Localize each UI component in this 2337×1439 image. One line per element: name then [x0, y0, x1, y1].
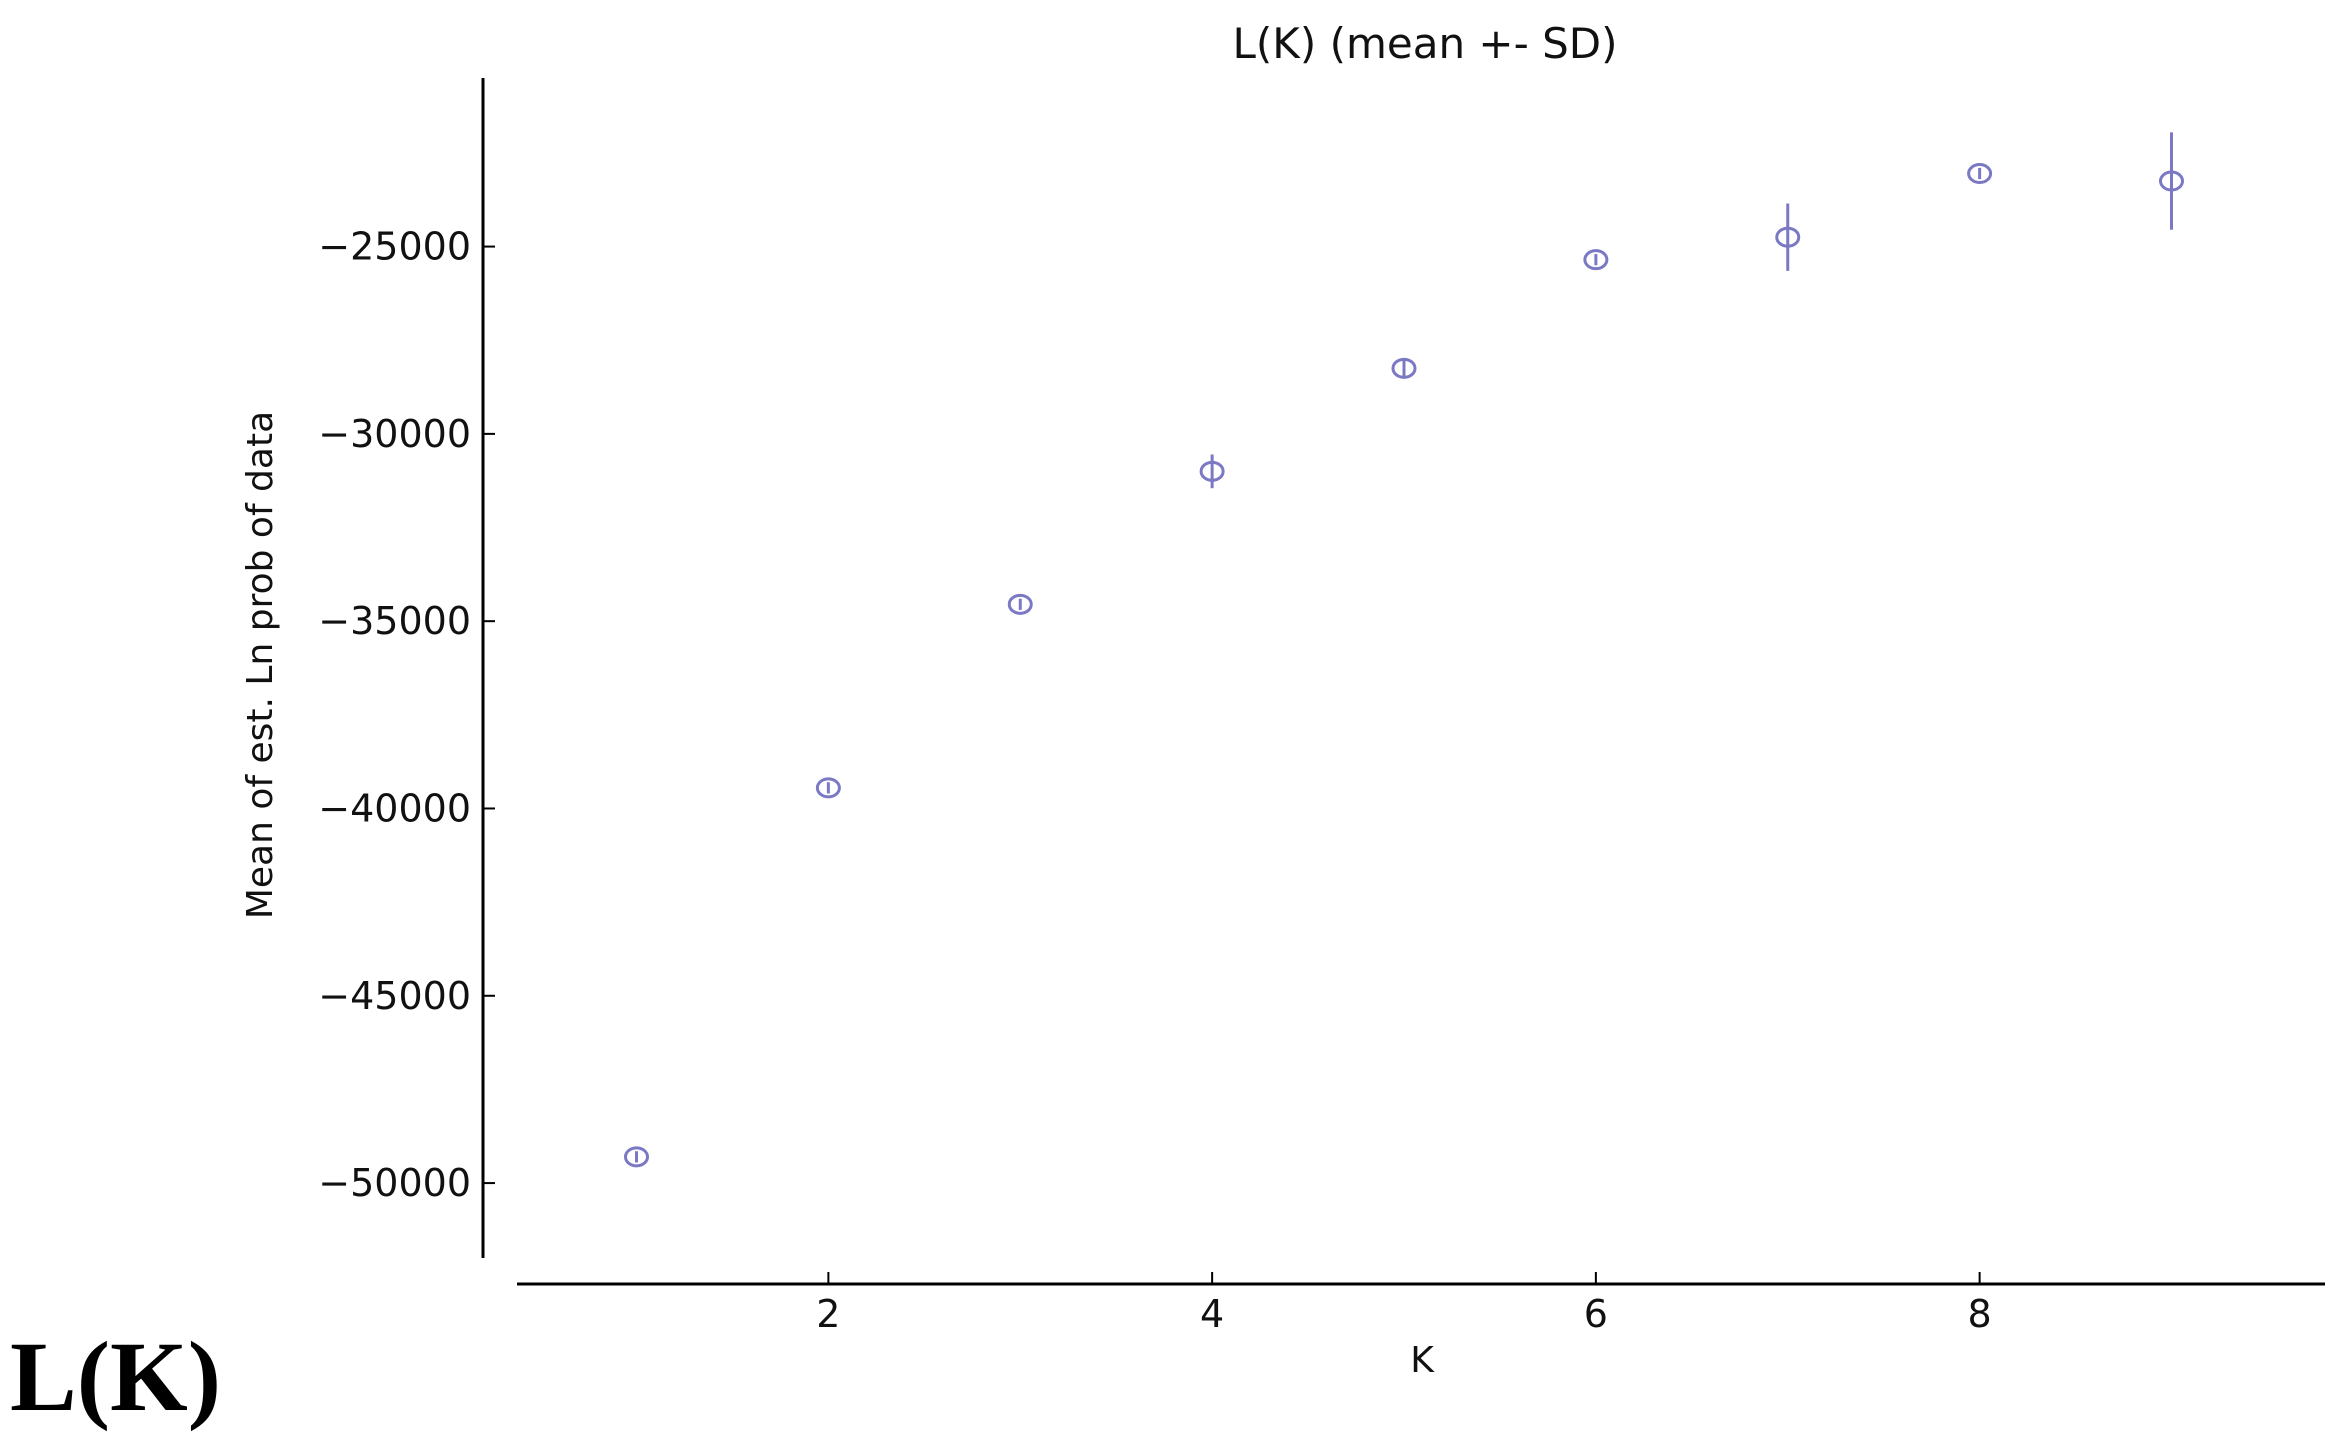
point-marker — [1007, 593, 1033, 615]
point-marker — [1583, 249, 1609, 271]
data-point-k4 — [1199, 454, 1225, 489]
y-tick-label: −45000 — [318, 974, 471, 1018]
data-point-k5 — [1391, 357, 1417, 379]
x-ticks: 2 4 6 8 — [816, 1272, 1992, 1336]
x-tick-label: 6 — [1584, 1292, 1608, 1336]
data-point-k6 — [1583, 249, 1609, 271]
y-tick-label: −40000 — [318, 786, 471, 830]
point-marker — [1199, 460, 1225, 482]
x-tick-label: 2 — [816, 1292, 840, 1336]
point-marker — [1391, 357, 1417, 379]
panel-label: L(K) — [10, 1321, 221, 1432]
data-point-k9 — [2159, 132, 2184, 230]
data-point-k8 — [1967, 163, 1993, 185]
chart-title: L(K) (mean +- SD) — [1233, 19, 1618, 68]
data-point-k3 — [1007, 593, 1033, 615]
x-tick-label: 8 — [1968, 1292, 1992, 1336]
y-axis-label: Mean of est. Ln prob of data — [240, 411, 281, 919]
y-ticks: −50000 −45000 −40000 −35000 −30000 −25000 — [318, 225, 495, 1205]
y-tick-label: −50000 — [318, 1161, 471, 1205]
point-marker — [1967, 163, 1993, 185]
data-point-k7 — [1775, 203, 1801, 271]
point-marker — [2159, 170, 2184, 192]
data-points — [624, 132, 2184, 1168]
y-tick-label: −35000 — [318, 599, 471, 643]
x-tick-label: 4 — [1200, 1292, 1224, 1336]
x-axis-label: K — [1410, 1340, 1435, 1381]
data-point-k2 — [815, 777, 841, 799]
point-marker — [624, 1146, 649, 1168]
point-marker — [815, 777, 841, 799]
data-point-k1 — [624, 1146, 649, 1168]
y-tick-label: −30000 — [318, 412, 471, 456]
y-tick-label: −25000 — [318, 225, 471, 269]
point-marker — [1775, 226, 1801, 248]
